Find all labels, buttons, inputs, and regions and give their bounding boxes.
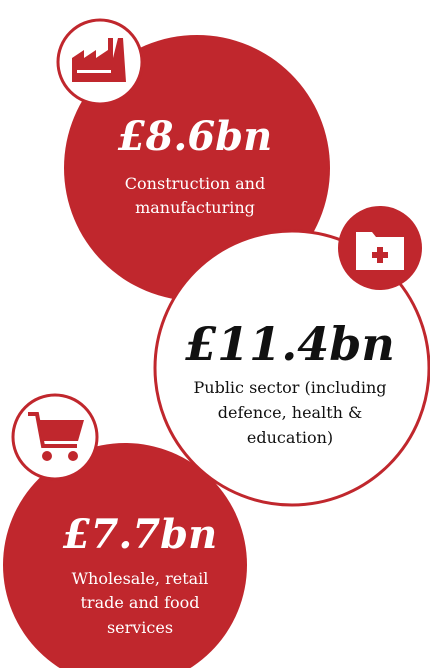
- label-line: education): [247, 428, 333, 447]
- label-line: defence, health &: [218, 403, 363, 422]
- label-line: trade and food: [80, 593, 199, 612]
- label-line: Wholesale, retail: [72, 569, 209, 588]
- cart-icon: [11, 393, 99, 481]
- label-line: services: [107, 618, 173, 637]
- label-line: manufacturing: [135, 198, 255, 217]
- value: £11.4bn: [185, 317, 395, 371]
- label-line: Public sector (including: [194, 378, 387, 397]
- label-line: Construction and: [125, 174, 265, 193]
- circle-public-sector: [153, 229, 430, 507]
- factory-icon: [56, 18, 144, 106]
- value: £7.7bn: [63, 511, 217, 558]
- value: £8.6bn: [118, 113, 272, 160]
- folder-icon: [338, 206, 422, 290]
- circle-retail: [3, 443, 247, 668]
